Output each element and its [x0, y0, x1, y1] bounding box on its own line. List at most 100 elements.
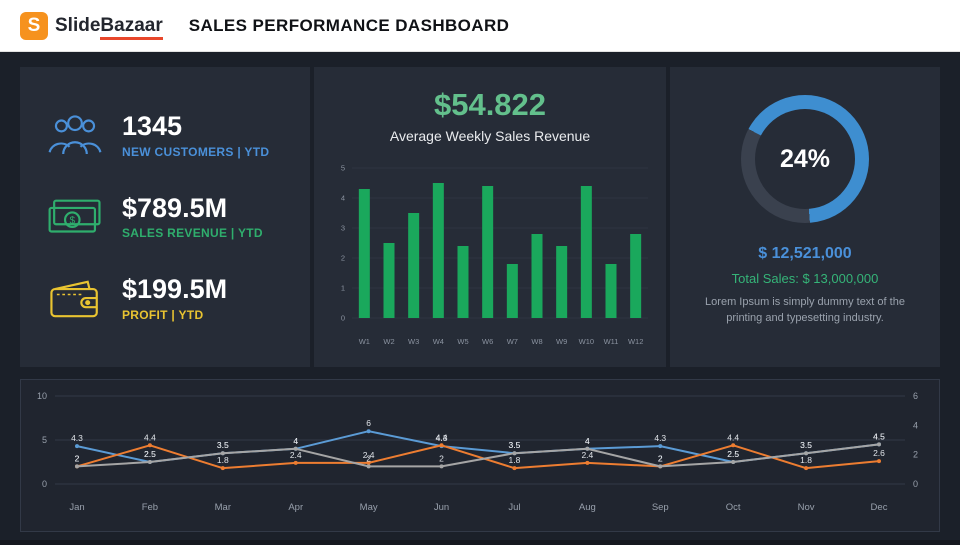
svg-text:3.5: 3.5 [800, 440, 812, 450]
svg-text:Dec: Dec [871, 502, 888, 513]
svg-text:Nov: Nov [798, 502, 815, 513]
svg-text:4.4: 4.4 [436, 432, 448, 442]
donut-ring: 24% [741, 95, 869, 223]
svg-text:4.3: 4.3 [71, 433, 83, 443]
kpi-label: PROFIT | YTD [122, 308, 204, 323]
svg-text:4: 4 [293, 436, 298, 446]
svg-text:Jun: Jun [434, 502, 449, 513]
kpi-value: $789.5M [122, 192, 228, 223]
wallet-icon [46, 276, 104, 322]
svg-text:0: 0 [42, 479, 47, 489]
svg-text:1.8: 1.8 [800, 455, 812, 465]
svg-text:2.4: 2.4 [290, 450, 302, 460]
svg-text:4.3: 4.3 [654, 433, 666, 443]
svg-text:3.5: 3.5 [509, 440, 521, 450]
svg-text:Jul: Jul [508, 502, 520, 513]
kpi-label: SALES REVENUE | YTD [122, 226, 263, 241]
svg-text:May: May [360, 502, 378, 513]
kpi-new-customers: 1345 NEW CUSTOMERS | YTD [46, 110, 302, 159]
svg-text:Feb: Feb [142, 502, 158, 513]
customers-icon [46, 112, 104, 158]
svg-text:2: 2 [75, 453, 80, 463]
svg-text:3.5: 3.5 [800, 440, 812, 450]
svg-text:Jan: Jan [69, 502, 84, 513]
svg-text:6: 6 [366, 418, 371, 428]
svg-text:3.5: 3.5 [217, 440, 229, 450]
svg-text:3.5: 3.5 [509, 440, 521, 450]
svg-text:W3: W3 [408, 337, 419, 346]
svg-text:0: 0 [341, 314, 345, 323]
panel-description: Lorem Ipsum is simply dummy text of the … [705, 296, 905, 324]
svg-text:W5: W5 [457, 337, 468, 346]
svg-text:Aug: Aug [579, 502, 596, 513]
money-icon: $ [46, 195, 104, 239]
svg-text:2.5: 2.5 [727, 449, 739, 459]
kpi-text: $199.5M PROFIT | YTD [122, 275, 227, 322]
svg-text:W4: W4 [433, 337, 444, 346]
kpi-label: NEW CUSTOMERS | YTD [122, 144, 270, 159]
svg-text:W10: W10 [579, 337, 594, 346]
svg-text:1.8: 1.8 [217, 455, 229, 465]
svg-text:Mar: Mar [215, 502, 231, 513]
svg-text:W9: W9 [556, 337, 567, 346]
logo-text: SlideBazaar [55, 14, 163, 40]
svg-text:2: 2 [439, 453, 444, 463]
total-sales-panel: 24% $ 12,521,000 Total Sales: $ 13,000,0… [670, 67, 940, 367]
svg-text:W6: W6 [482, 337, 493, 346]
svg-text:2: 2 [913, 450, 918, 460]
svg-text:W8: W8 [531, 337, 542, 346]
svg-text:1.8: 1.8 [509, 455, 521, 465]
svg-text:3.5: 3.5 [217, 440, 229, 450]
header: S SlideBazaar SALES PERFORMANCE DASHBOAR… [0, 0, 960, 52]
top-section: 1345 NEW CUSTOMERS | YTD $ $ [20, 67, 940, 367]
svg-text:10: 10 [37, 391, 47, 401]
svg-text:2: 2 [658, 453, 663, 463]
svg-text:4: 4 [341, 194, 345, 203]
kpi-value: $199.5M [122, 274, 228, 305]
kpi-value: 1345 [122, 110, 183, 141]
kpi-profit: $199.5M PROFIT | YTD [46, 275, 302, 322]
svg-text:3: 3 [341, 224, 345, 233]
kpi-sales-revenue: $ $789.5M SALES REVENUE | YTD [46, 192, 302, 241]
weekly-amount: $54.822 [433, 87, 547, 122]
svg-text:2: 2 [658, 453, 663, 463]
svg-text:4.3: 4.3 [436, 433, 448, 443]
svg-text:4: 4 [913, 420, 918, 430]
monthly-line-chart-panel: 0 5 10 0 2 4 6 Jan Feb Mar Apr May Jun Jul Aug Sep Oct No… [20, 379, 940, 532]
svg-text:W12: W12 [628, 337, 643, 346]
svg-text:1: 1 [341, 284, 345, 293]
svg-text:4: 4 [585, 436, 590, 446]
svg-text:Oct: Oct [726, 502, 741, 513]
dashboard-body: 1345 NEW CUSTOMERS | YTD $ $ [0, 52, 960, 545]
svg-text:2.6: 2.6 [873, 448, 885, 458]
weekly-sales-panel: $54.822 Average Weekly Sales Revenue 0 1 2… [314, 67, 666, 367]
svg-text:4.5: 4.5 [873, 431, 885, 441]
svg-text:6: 6 [913, 391, 918, 401]
svg-text:$: $ [70, 215, 76, 226]
svg-text:4.4: 4.4 [144, 432, 156, 442]
kpi-text: $789.5M SALES REVENUE | YTD [122, 192, 263, 241]
svg-text:4.4: 4.4 [727, 432, 739, 442]
svg-text:2: 2 [75, 453, 80, 463]
page-title: SALES PERFORMANCE DASHBOARD [188, 15, 510, 35]
weekly-bar-chart: 0 1 2 3 4 5 W1 W2 W3 W4 W5 W6 W7 W8 W9 W10 W11 W12 [341, 164, 648, 346]
total-sales-label: Total Sales: $ 13,000,000 [731, 271, 879, 286]
svg-text:2: 2 [341, 254, 345, 263]
svg-text:4.5: 4.5 [873, 431, 885, 441]
svg-text:W1: W1 [359, 337, 370, 346]
svg-text:2: 2 [366, 453, 371, 463]
svg-text:2.4: 2.4 [581, 450, 593, 460]
kpi-text: 1345 NEW CUSTOMERS | YTD [122, 110, 270, 159]
kpi-panel: 1345 NEW CUSTOMERS | YTD $ $ [20, 67, 310, 367]
svg-text:Apr: Apr [288, 502, 303, 513]
svg-text:W2: W2 [383, 337, 394, 346]
svg-text:Sep: Sep [652, 502, 669, 513]
svg-text:2.5: 2.5 [144, 449, 156, 459]
donut-percent: 24% [779, 144, 831, 173]
logo-word-bazaar: Bazaar [100, 14, 163, 40]
donut-hole: 24% [755, 109, 855, 209]
svg-text:0: 0 [913, 479, 918, 489]
svg-text:5: 5 [341, 164, 345, 173]
svg-text:2.5: 2.5 [144, 449, 156, 459]
